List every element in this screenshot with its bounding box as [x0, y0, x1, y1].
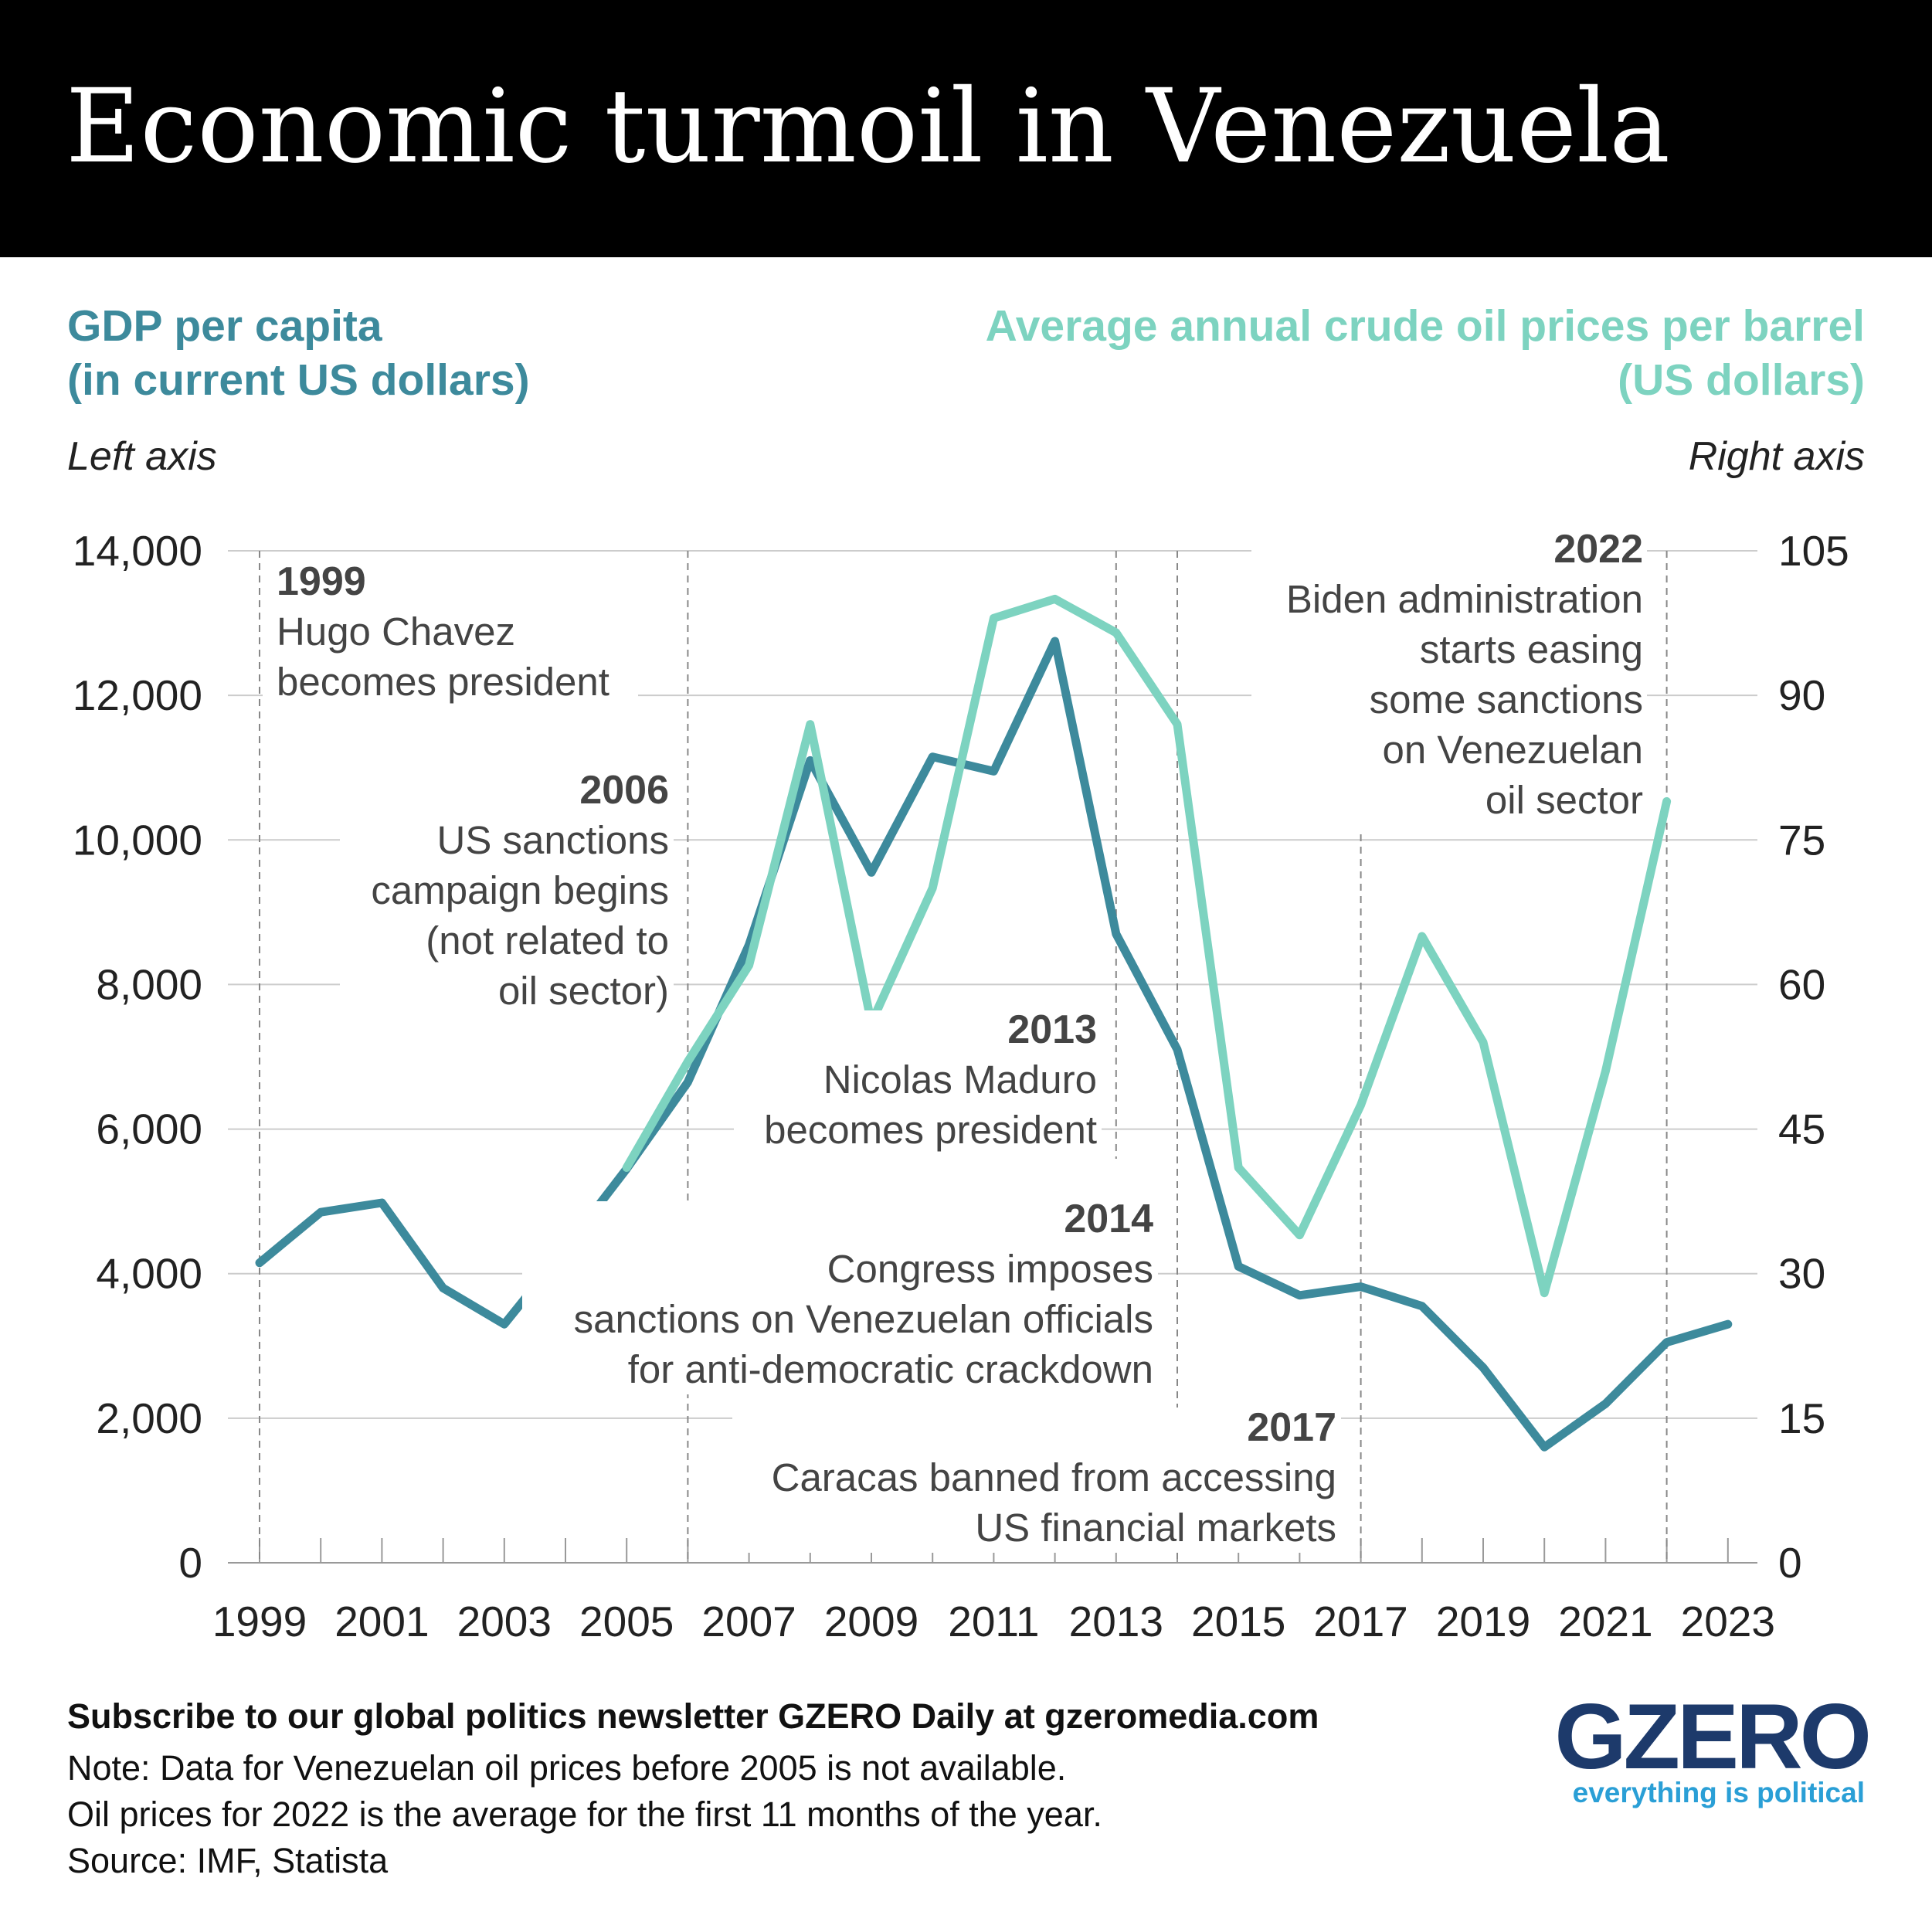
annotation-text-1999: becomes president: [277, 660, 609, 704]
annotation-text-1999: Hugo Chavez: [277, 610, 515, 654]
x-tick-label: 2015: [1191, 1598, 1285, 1645]
annotation-text-2006: US sanctions: [437, 818, 669, 862]
annotation-text-2017: US financial markets: [975, 1506, 1336, 1550]
right-tick-label: 75: [1778, 816, 1825, 864]
left-axis-note: Left axis: [67, 434, 217, 479]
x-tick-label: 1999: [212, 1598, 307, 1645]
left-tick-label: 8,000: [96, 960, 202, 1008]
x-tick-label: 2009: [824, 1598, 918, 1645]
annotation-year-1999: 1999: [277, 559, 366, 604]
right-axis-label-line2: (US dollars): [1618, 355, 1865, 405]
x-tick-label: 2019: [1436, 1598, 1530, 1645]
right-tick-label: 0: [1778, 1539, 1802, 1587]
x-tick-label: 2017: [1313, 1598, 1407, 1645]
left-tick-label: 4,000: [96, 1250, 202, 1298]
x-tick-label: 2003: [457, 1598, 552, 1645]
annotation-text-2017: Caracas banned from accessing: [772, 1455, 1336, 1499]
left-tick-label: 14,000: [73, 527, 202, 575]
x-tick-label: 2013: [1069, 1598, 1163, 1645]
annotation-bg-2013: [734, 1010, 1102, 1159]
annotation-year-2017: 2017: [1247, 1405, 1336, 1450]
header-band: Economic turmoil in Venezuela: [0, 0, 1932, 257]
left-tick-label: 0: [178, 1539, 202, 1587]
annotation-year-2013: 2013: [1007, 1007, 1097, 1052]
page-title: Economic turmoil in Venezuela: [66, 67, 1670, 186]
annotation-text-2006: campaign begins: [371, 868, 669, 912]
x-tick-label: 2011: [948, 1598, 1039, 1645]
subscribe-text: Subscribe to our global politics newslet…: [67, 1696, 1319, 1736]
footer-source: Source: IMF, Statista: [67, 1841, 389, 1880]
right-tick-label: 105: [1778, 527, 1849, 575]
annotation-text-2022: Biden administration: [1286, 577, 1643, 621]
left-axis-label-line2: (in current US dollars): [67, 355, 530, 405]
oil-price-series-line: [622, 594, 1672, 1298]
gzero-tagline: everything is political: [1572, 1777, 1865, 1808]
annotation-text-2013: Nicolas Maduro: [823, 1058, 1097, 1102]
annotation-bg-2014: [522, 1201, 1158, 1394]
left-axis-label: GDP per capita (in current US dollars): [67, 300, 530, 407]
right-axis-label-line1: Average annual crude oil prices per barr…: [985, 301, 1865, 351]
annotation-year-2014: 2014: [1064, 1197, 1153, 1241]
left-tick-label: 10,000: [73, 816, 202, 864]
left-tick-label: 2,000: [96, 1394, 202, 1442]
annotation-year-2022: 2022: [1553, 527, 1643, 572]
left-tick-label: 6,000: [96, 1105, 202, 1153]
x-tick-label: 2005: [579, 1598, 674, 1645]
annotation-bg-2022: [1251, 531, 1647, 829]
right-tick-label: 15: [1778, 1394, 1825, 1442]
left-axis-label-line1: GDP per capita: [67, 301, 382, 351]
right-axis-label: Average annual crude oil prices per barr…: [986, 300, 1865, 407]
right-tick-label: 90: [1778, 671, 1825, 719]
annotation-text-2006: (not related to: [426, 919, 669, 963]
right-tick-label: 45: [1778, 1105, 1825, 1153]
annotation-bg-1999: [263, 560, 638, 732]
right-tick-label: 60: [1778, 960, 1825, 1008]
gzero-logo: GZERO: [1554, 1685, 1872, 1788]
annotation-text-2014: sanctions on Venezuelan officials: [574, 1297, 1153, 1341]
annotation-text-2014: Congress imposes: [827, 1247, 1153, 1291]
annotation-text-2022: on Venezuelan: [1383, 728, 1643, 772]
annotation-text-2013: becomes president: [764, 1108, 1097, 1152]
gdp-series-line: [255, 637, 1733, 1452]
x-tick-label: 2007: [701, 1598, 796, 1645]
footer-note-2: Oil prices for 2022 is the average for t…: [67, 1795, 1102, 1834]
annotation-text-2022: starts easing: [1420, 627, 1643, 671]
annotation-bg-2017: [732, 1408, 1341, 1553]
right-axis-note: Right axis: [1688, 434, 1865, 479]
dual-axis-line-chart: 0 0 2,000 15 4,000 30 6,000 45 8,000 60 10,000 75 12…: [73, 527, 1849, 1645]
annotation-text-2014: for anti-democratic crackdown: [628, 1347, 1153, 1391]
right-tick-label: 30: [1778, 1250, 1825, 1298]
left-tick-label: 12,000: [73, 671, 202, 719]
annotation-text-2022: oil sector: [1486, 778, 1643, 822]
annotation-text-2006: oil sector): [498, 969, 669, 1013]
annotation-year-2006: 2006: [579, 768, 669, 813]
x-tick-label: 2021: [1558, 1598, 1652, 1645]
x-tick-label: 2001: [334, 1598, 429, 1645]
annotation-bg-2006: [340, 773, 674, 1027]
annotation-text-2022: some sanctions: [1370, 677, 1643, 722]
footer-note-1: Note: Data for Venezuelan oil prices bef…: [67, 1748, 1067, 1788]
x-tick-label: 2023: [1681, 1598, 1775, 1645]
